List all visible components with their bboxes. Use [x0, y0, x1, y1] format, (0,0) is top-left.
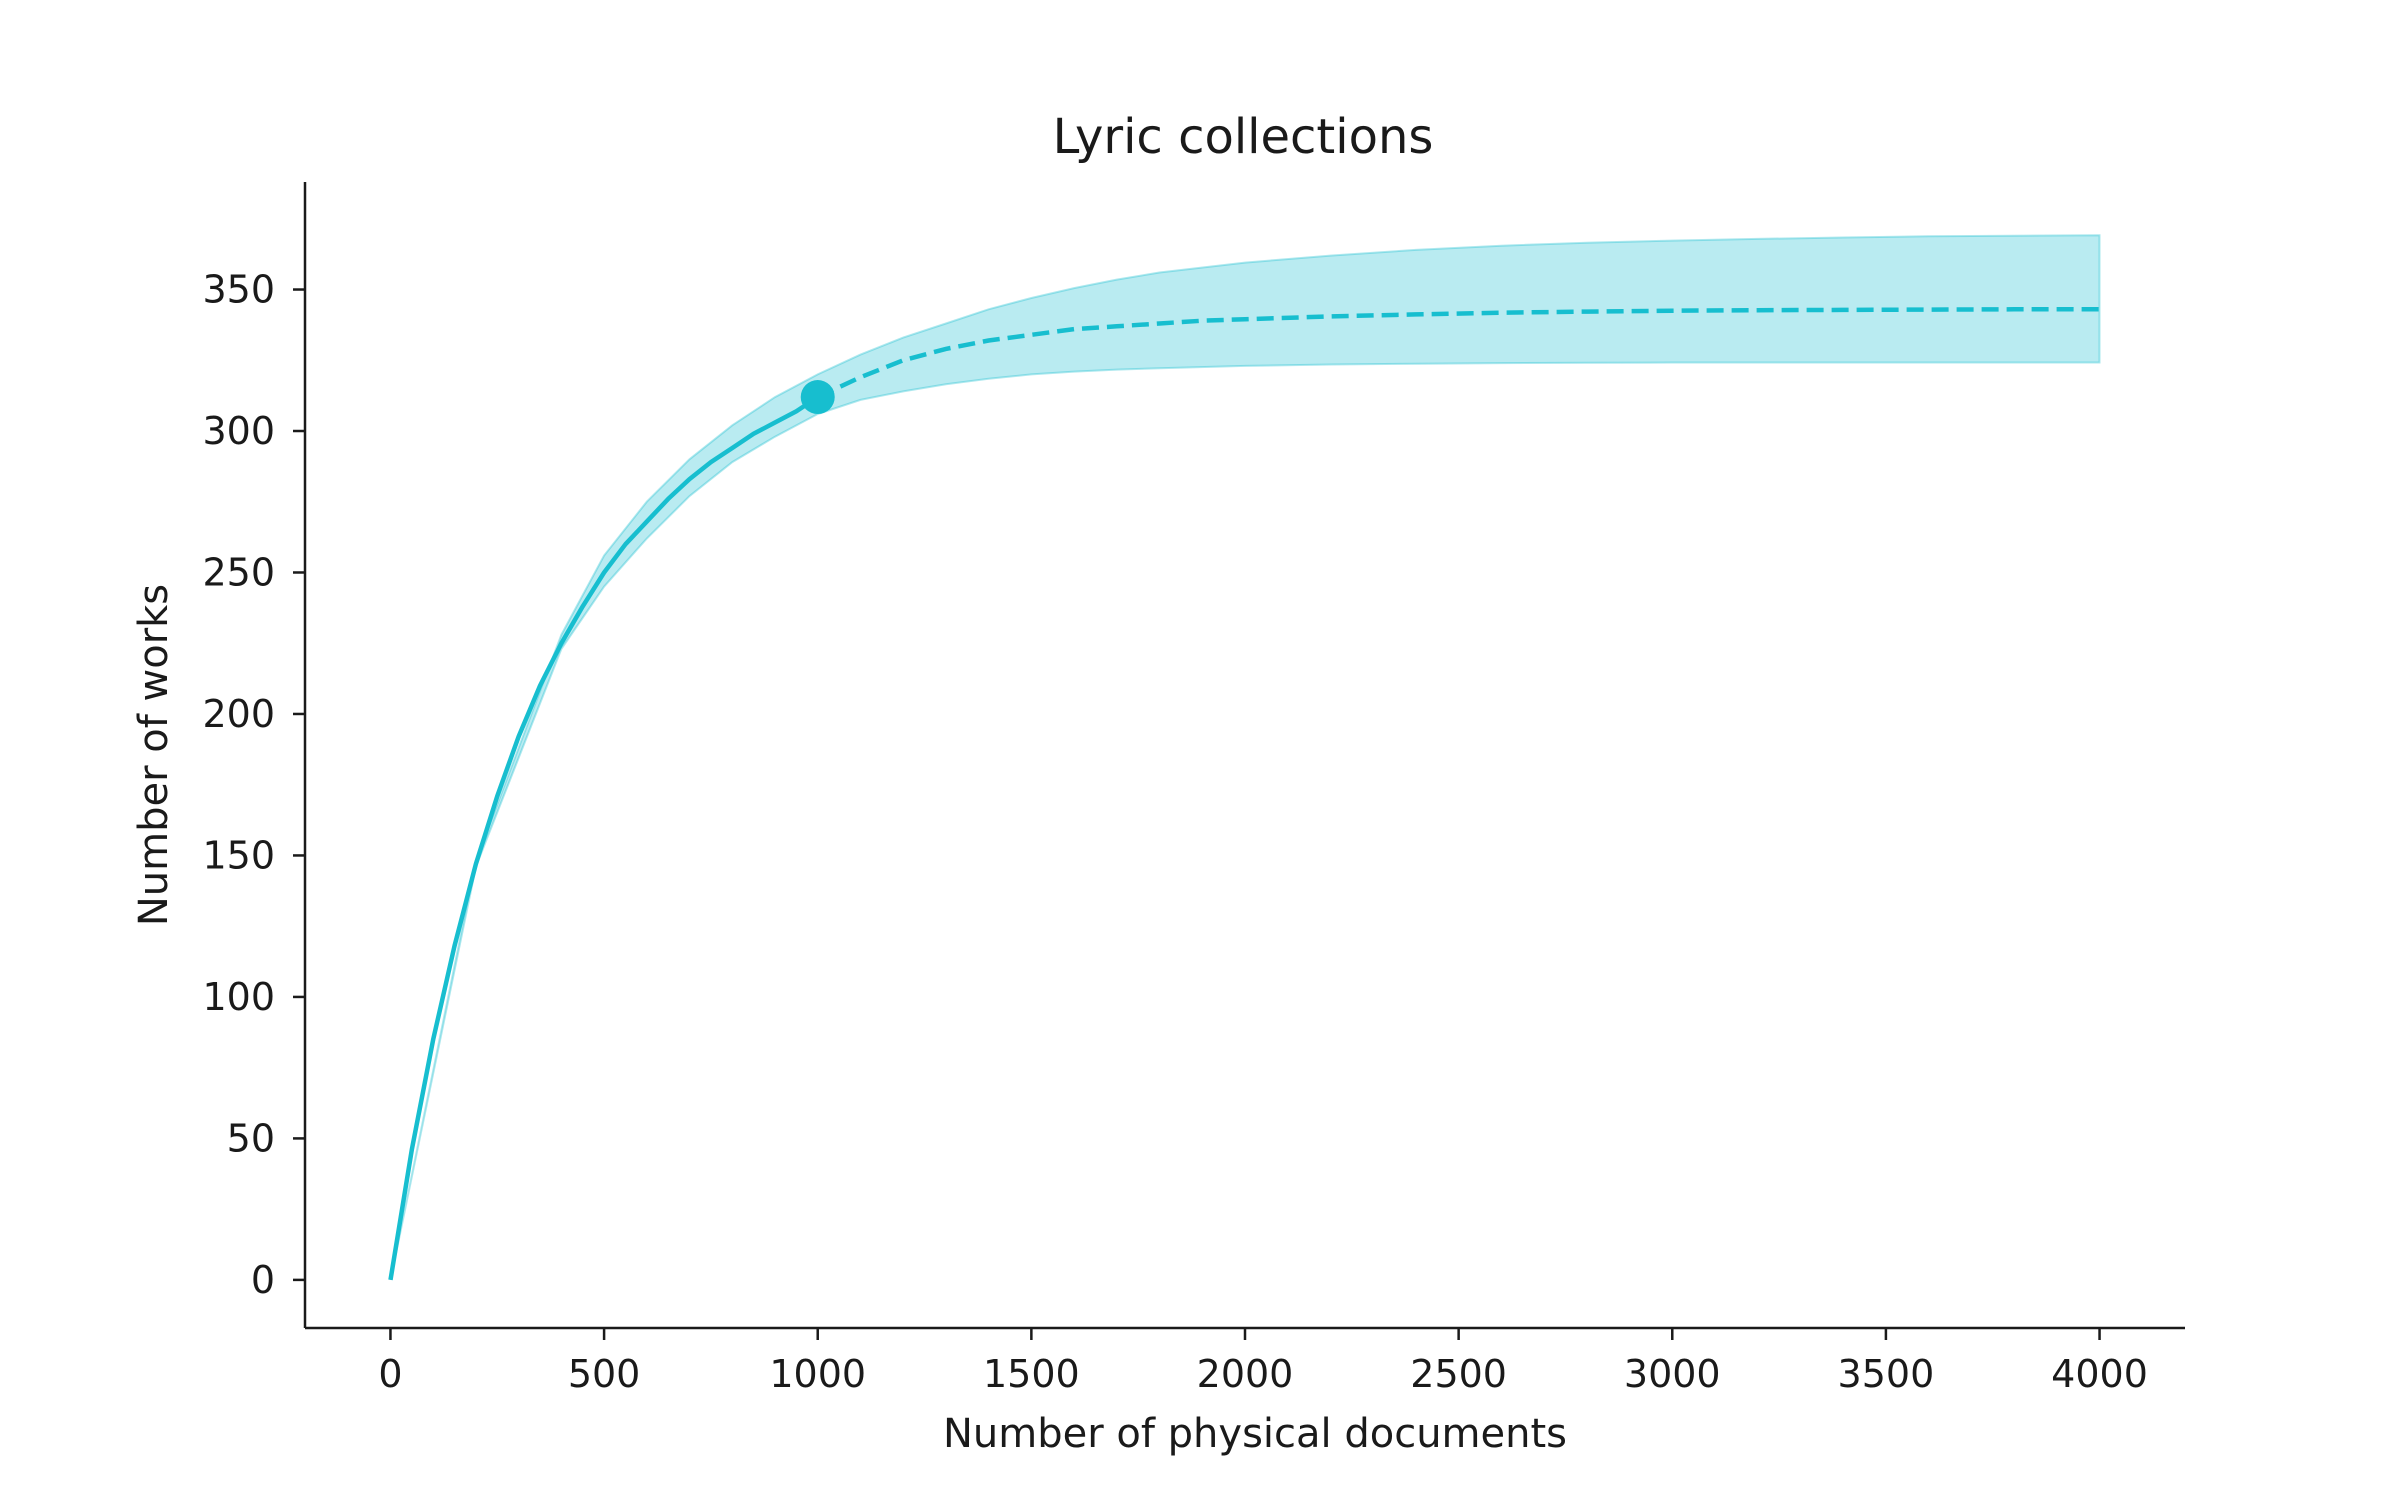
confidence-band-layer [389, 234, 2101, 1281]
series-layer [388, 307, 2100, 1281]
x-tick-label: 3500 [1838, 1352, 1935, 1396]
current-sample-marker [800, 380, 835, 415]
x-axis-title: Number of physical documents [943, 1411, 1567, 1457]
x-tick-label: 0 [378, 1352, 402, 1396]
y-axis-title: Number of works [131, 584, 177, 926]
y-tick-label: 200 [202, 692, 275, 736]
y-tick-label: 250 [202, 550, 275, 594]
x-tick-label: 1000 [769, 1352, 866, 1396]
x-ticks: 0 500 1000 1500 2000 2500 3000 3500 4000 [378, 1328, 2148, 1396]
y-tick-label: 300 [202, 409, 275, 453]
y-tick-label: 0 [251, 1258, 275, 1302]
x-tick-label: 3000 [1624, 1352, 1721, 1396]
observed-series-line [388, 395, 819, 1281]
x-tick-label: 500 [568, 1352, 641, 1396]
y-tick-label: 100 [202, 975, 275, 1019]
x-tick-label: 2000 [1197, 1352, 1294, 1396]
y-ticks: 0 50 100 150 200 250 300 350 [202, 268, 305, 1302]
chart-title: Lyric collections [1053, 109, 1434, 165]
y-tick-label: 350 [202, 268, 275, 312]
x-tick-label: 2500 [1410, 1352, 1507, 1396]
y-tick-label: 50 [227, 1116, 275, 1160]
x-tick-label: 4000 [2051, 1352, 2148, 1396]
extrapolated-series-line [816, 307, 2100, 400]
x-tick-label: 1500 [983, 1352, 1080, 1396]
confidence-band [389, 234, 2101, 1281]
y-tick-label: 150 [202, 833, 275, 877]
